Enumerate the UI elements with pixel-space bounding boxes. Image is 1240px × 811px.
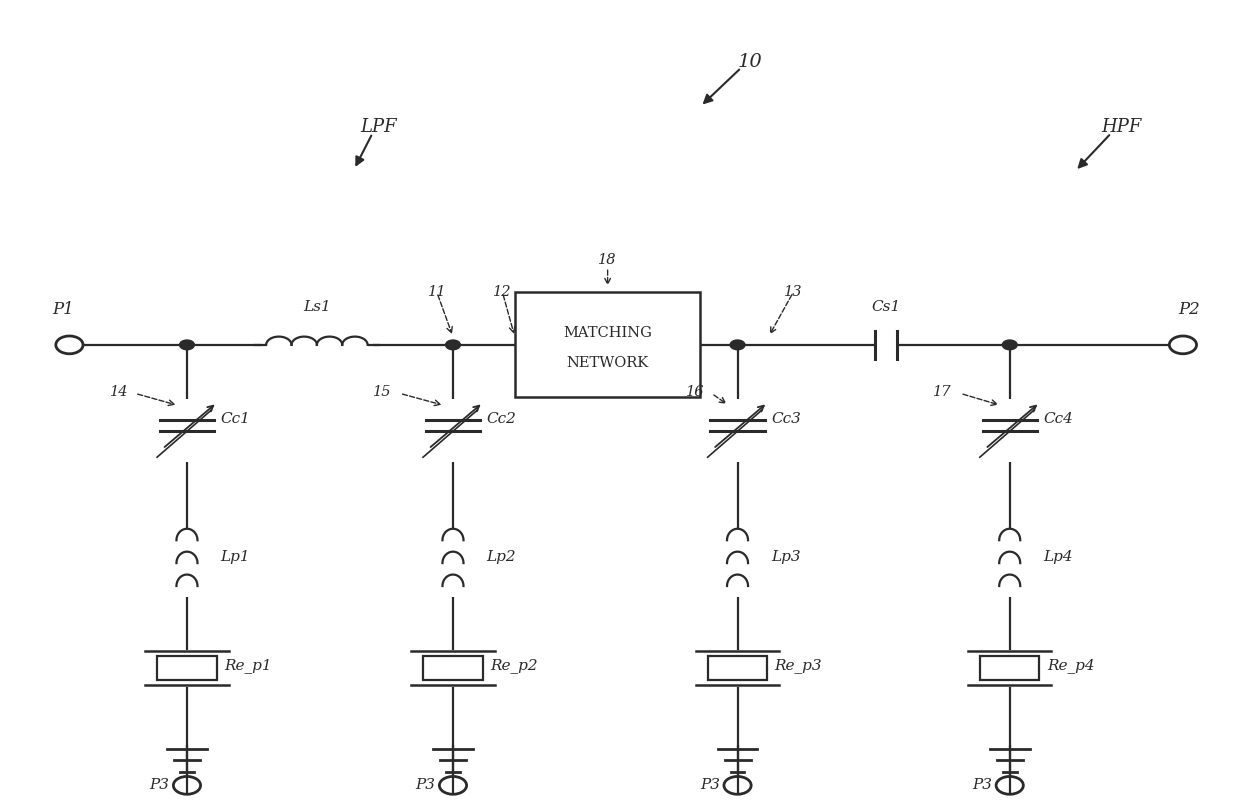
Text: Re_p3: Re_p3 [775,659,822,673]
Text: P3: P3 [972,778,992,792]
Text: P2: P2 [1178,301,1200,318]
Text: Cc4: Cc4 [1043,412,1073,427]
Text: Lp3: Lp3 [771,550,801,564]
Text: Cs1: Cs1 [872,300,900,314]
Text: Re_p1: Re_p1 [224,659,272,673]
Text: MATCHING: MATCHING [563,326,652,340]
Text: Re_p2: Re_p2 [490,659,538,673]
Text: Cc1: Cc1 [221,412,250,427]
Text: Ls1: Ls1 [303,300,331,314]
Text: 16: 16 [686,384,704,399]
Text: LPF: LPF [361,118,397,135]
Text: 15: 15 [372,384,391,399]
Circle shape [730,340,745,350]
Circle shape [180,340,195,350]
Text: P3: P3 [415,778,435,792]
Text: 10: 10 [738,53,763,71]
Bar [423,656,482,680]
Text: 14: 14 [110,384,129,399]
Bar [157,656,217,680]
Text: P3: P3 [701,778,720,792]
Text: P3: P3 [150,778,170,792]
Circle shape [445,340,460,350]
Bar [980,656,1039,680]
Circle shape [1002,340,1017,350]
Text: 11: 11 [428,285,446,299]
Text: Lp1: Lp1 [221,550,250,564]
Text: 13: 13 [784,285,802,299]
Text: 12: 12 [494,285,512,299]
Text: P1: P1 [52,301,74,318]
Bar [708,656,768,680]
Bar [515,292,701,397]
Text: 18: 18 [599,253,616,267]
Text: Lp4: Lp4 [1043,550,1073,564]
Text: 17: 17 [932,384,951,399]
Text: Cc2: Cc2 [486,412,516,427]
Text: Cc3: Cc3 [771,412,801,427]
Text: Lp2: Lp2 [486,550,516,564]
Text: NETWORK: NETWORK [567,356,649,370]
Text: Re_p4: Re_p4 [1047,659,1095,673]
Text: HPF: HPF [1101,118,1141,135]
